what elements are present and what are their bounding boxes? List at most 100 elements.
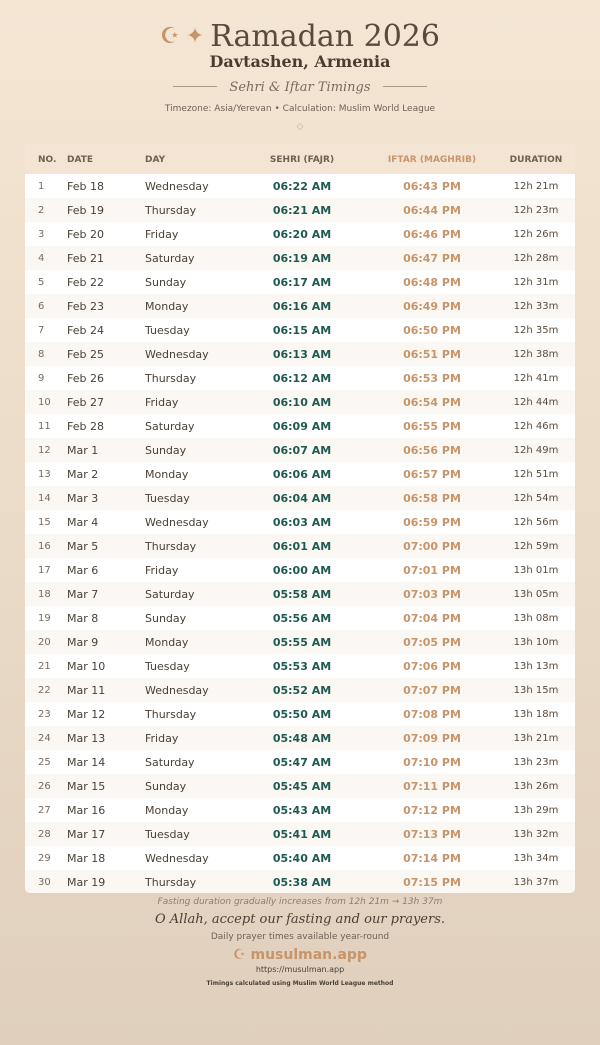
col-no-cell: 19 — [38, 612, 51, 624]
crescent-icon: ☪ — [160, 24, 180, 49]
col-sehri-cell: 05:52 AM — [272, 683, 332, 697]
col-sehri-cell: 05:53 AM — [272, 659, 332, 673]
col-sehri-cell: 06:21 AM — [272, 203, 332, 217]
col-no-cell: 21 — [38, 660, 51, 672]
col-no-cell: 5 — [38, 276, 45, 288]
col-sehri-cell: 06:06 AM — [272, 467, 332, 481]
col-date-cell: Mar 10 — [67, 659, 106, 673]
col-day-cell: Friday — [145, 563, 179, 577]
col-duration-cell: 13h 08m — [513, 612, 559, 624]
col-duration-cell: 12h 35m — [513, 324, 559, 336]
table-row: 15 Mar 4 Wednesday 06:03 AM 06:59 PM 12h 56m — [25, 510, 575, 534]
col-day-cell: Monday — [145, 299, 189, 313]
col-date-cell: Mar 9 — [67, 635, 99, 649]
col-date-header: DATE — [67, 154, 94, 165]
col-iftar-cell: 07:00 PM — [403, 539, 461, 553]
col-date-cell: Feb 24 — [67, 323, 104, 337]
col-duration-cell: 12h 31m — [513, 276, 559, 288]
table-row: 13 Mar 2 Monday 06:06 AM 06:57 PM 12h 51m — [25, 462, 575, 486]
col-sehri-cell: 05:47 AM — [272, 755, 332, 769]
col-sehri-cell: 06:13 AM — [272, 347, 332, 361]
table-row: 4 Feb 21 Saturday 06:19 AM 06:47 PM 12h 28m — [25, 246, 575, 270]
col-no-cell: 13 — [38, 468, 51, 480]
col-day-cell: Thursday — [145, 371, 197, 385]
col-duration-cell: 13h 32m — [513, 828, 559, 840]
col-iftar-cell: 06:54 PM — [403, 395, 461, 409]
col-iftar-cell: 06:55 PM — [403, 419, 461, 433]
col-date-cell: Mar 1 — [67, 443, 99, 457]
col-date-cell: Feb 23 — [67, 299, 104, 313]
col-no-cell: 24 — [38, 732, 51, 744]
col-iftar-cell: 06:56 PM — [403, 443, 461, 457]
col-iftar-cell: 06:44 PM — [403, 203, 461, 217]
col-iftar-cell: 06:57 PM — [403, 467, 461, 481]
col-day-cell: Wednesday — [145, 851, 209, 865]
col-sehri-cell: 05:56 AM — [272, 611, 332, 625]
col-no-cell: 8 — [38, 348, 45, 360]
col-duration-cell: 12h 49m — [513, 444, 559, 456]
col-day-cell: Saturday — [145, 419, 195, 433]
col-duration-cell: 12h 23m — [513, 204, 559, 216]
col-duration-cell: 13h 10m — [513, 636, 559, 648]
col-duration-cell: 13h 34m — [513, 852, 559, 864]
col-sehri-cell: 05:43 AM — [272, 803, 332, 817]
subtitle-text: Sehri & Iftar Timings — [229, 80, 371, 95]
col-date-cell: Mar 5 — [67, 539, 99, 553]
brand-link[interactable]: ☪ musulman.app — [0, 947, 600, 964]
col-duration-cell: 13h 05m — [513, 588, 559, 600]
col-sehri-cell: 06:16 AM — [272, 299, 332, 313]
col-duration-cell: 13h 26m — [513, 780, 559, 792]
col-day-cell: Saturday — [145, 755, 195, 769]
col-sehri-cell: 06:12 AM — [272, 371, 332, 385]
table-row: 3 Feb 20 Friday 06:20 AM 06:46 PM 12h 26m — [25, 222, 575, 246]
table-row: 24 Mar 13 Friday 05:48 AM 07:09 PM 13h 21m — [25, 726, 575, 750]
url-link[interactable]: https://musulman.app — [255, 965, 345, 974]
col-duration-cell: 12h 33m — [513, 300, 559, 312]
col-day-cell: Monday — [145, 803, 189, 817]
col-date-cell: Mar 6 — [67, 563, 99, 577]
table-row: 1 Feb 18 Wednesday 06:22 AM 06:43 PM 12h 21m — [25, 174, 575, 198]
table-row: 12 Mar 1 Sunday 06:07 AM 06:56 PM 12h 49m — [25, 438, 575, 462]
col-no-cell: 3 — [38, 228, 45, 240]
dua-text: O Allah, accept our fasting and our pray… — [154, 912, 446, 927]
star-icon: ✦ — [185, 24, 205, 49]
col-iftar-cell: 06:59 PM — [403, 515, 461, 529]
col-sehri-cell: 05:55 AM — [272, 635, 332, 649]
tagline: Daily prayer times available year-round — [210, 932, 390, 942]
diamond-divider-icon: ◇ — [296, 122, 304, 132]
table-row: 11 Feb 28 Saturday 06:09 AM 06:55 PM 12h 46m — [25, 414, 575, 438]
col-no-cell: 6 — [38, 300, 45, 312]
col-day-cell: Thursday — [145, 875, 197, 889]
col-duration-cell: 12h 41m — [513, 372, 559, 384]
table-header: NO. DATE DAY SEHRI (FAJR) IFTAR (MAGHRIB) DUR… — [25, 145, 575, 174]
col-sehri-cell: 06:04 AM — [272, 491, 332, 505]
col-day-cell: Tuesday — [145, 491, 190, 505]
subtitle: Sehri & Iftar Timings — [0, 80, 600, 96]
col-date-cell: Feb 27 — [67, 395, 104, 409]
crescent-icon: ☪ — [233, 947, 246, 963]
col-no-cell: 28 — [38, 828, 51, 840]
col-iftar-cell: 06:48 PM — [403, 275, 461, 289]
col-sehri-header: SEHRI (FAJR) — [269, 154, 335, 165]
col-no-cell: 26 — [38, 780, 51, 792]
col-no-cell: 17 — [38, 564, 51, 576]
col-day-cell: Sunday — [145, 611, 187, 625]
col-no-cell: 30 — [38, 876, 51, 888]
col-iftar-cell: 06:46 PM — [403, 227, 461, 241]
col-date-cell: Mar 4 — [67, 515, 99, 529]
col-iftar-cell: 07:12 PM — [403, 803, 461, 817]
table-row: 9 Feb 26 Thursday 06:12 AM 06:53 PM 12h 41m — [25, 366, 575, 390]
col-day-cell: Tuesday — [145, 659, 190, 673]
col-iftar-cell: 06:53 PM — [403, 371, 461, 385]
brand-name: musulman.app — [250, 947, 367, 963]
col-duration-cell: 12h 51m — [513, 468, 559, 480]
col-iftar-cell: 07:06 PM — [403, 659, 461, 673]
col-day-cell: Wednesday — [145, 347, 209, 361]
col-iftar-header: IFTAR (MAGHRIB) — [387, 154, 477, 165]
table-row: 7 Feb 24 Tuesday 06:15 AM 06:50 PM 12h 35m — [25, 318, 575, 342]
col-iftar-cell: 07:05 PM — [403, 635, 461, 649]
title-text: Ramadan 2026 — [210, 19, 440, 54]
col-sehri-cell: 05:48 AM — [272, 731, 332, 745]
col-date-cell: Feb 25 — [67, 347, 104, 361]
col-duration-cell: 12h 21m — [513, 180, 559, 192]
